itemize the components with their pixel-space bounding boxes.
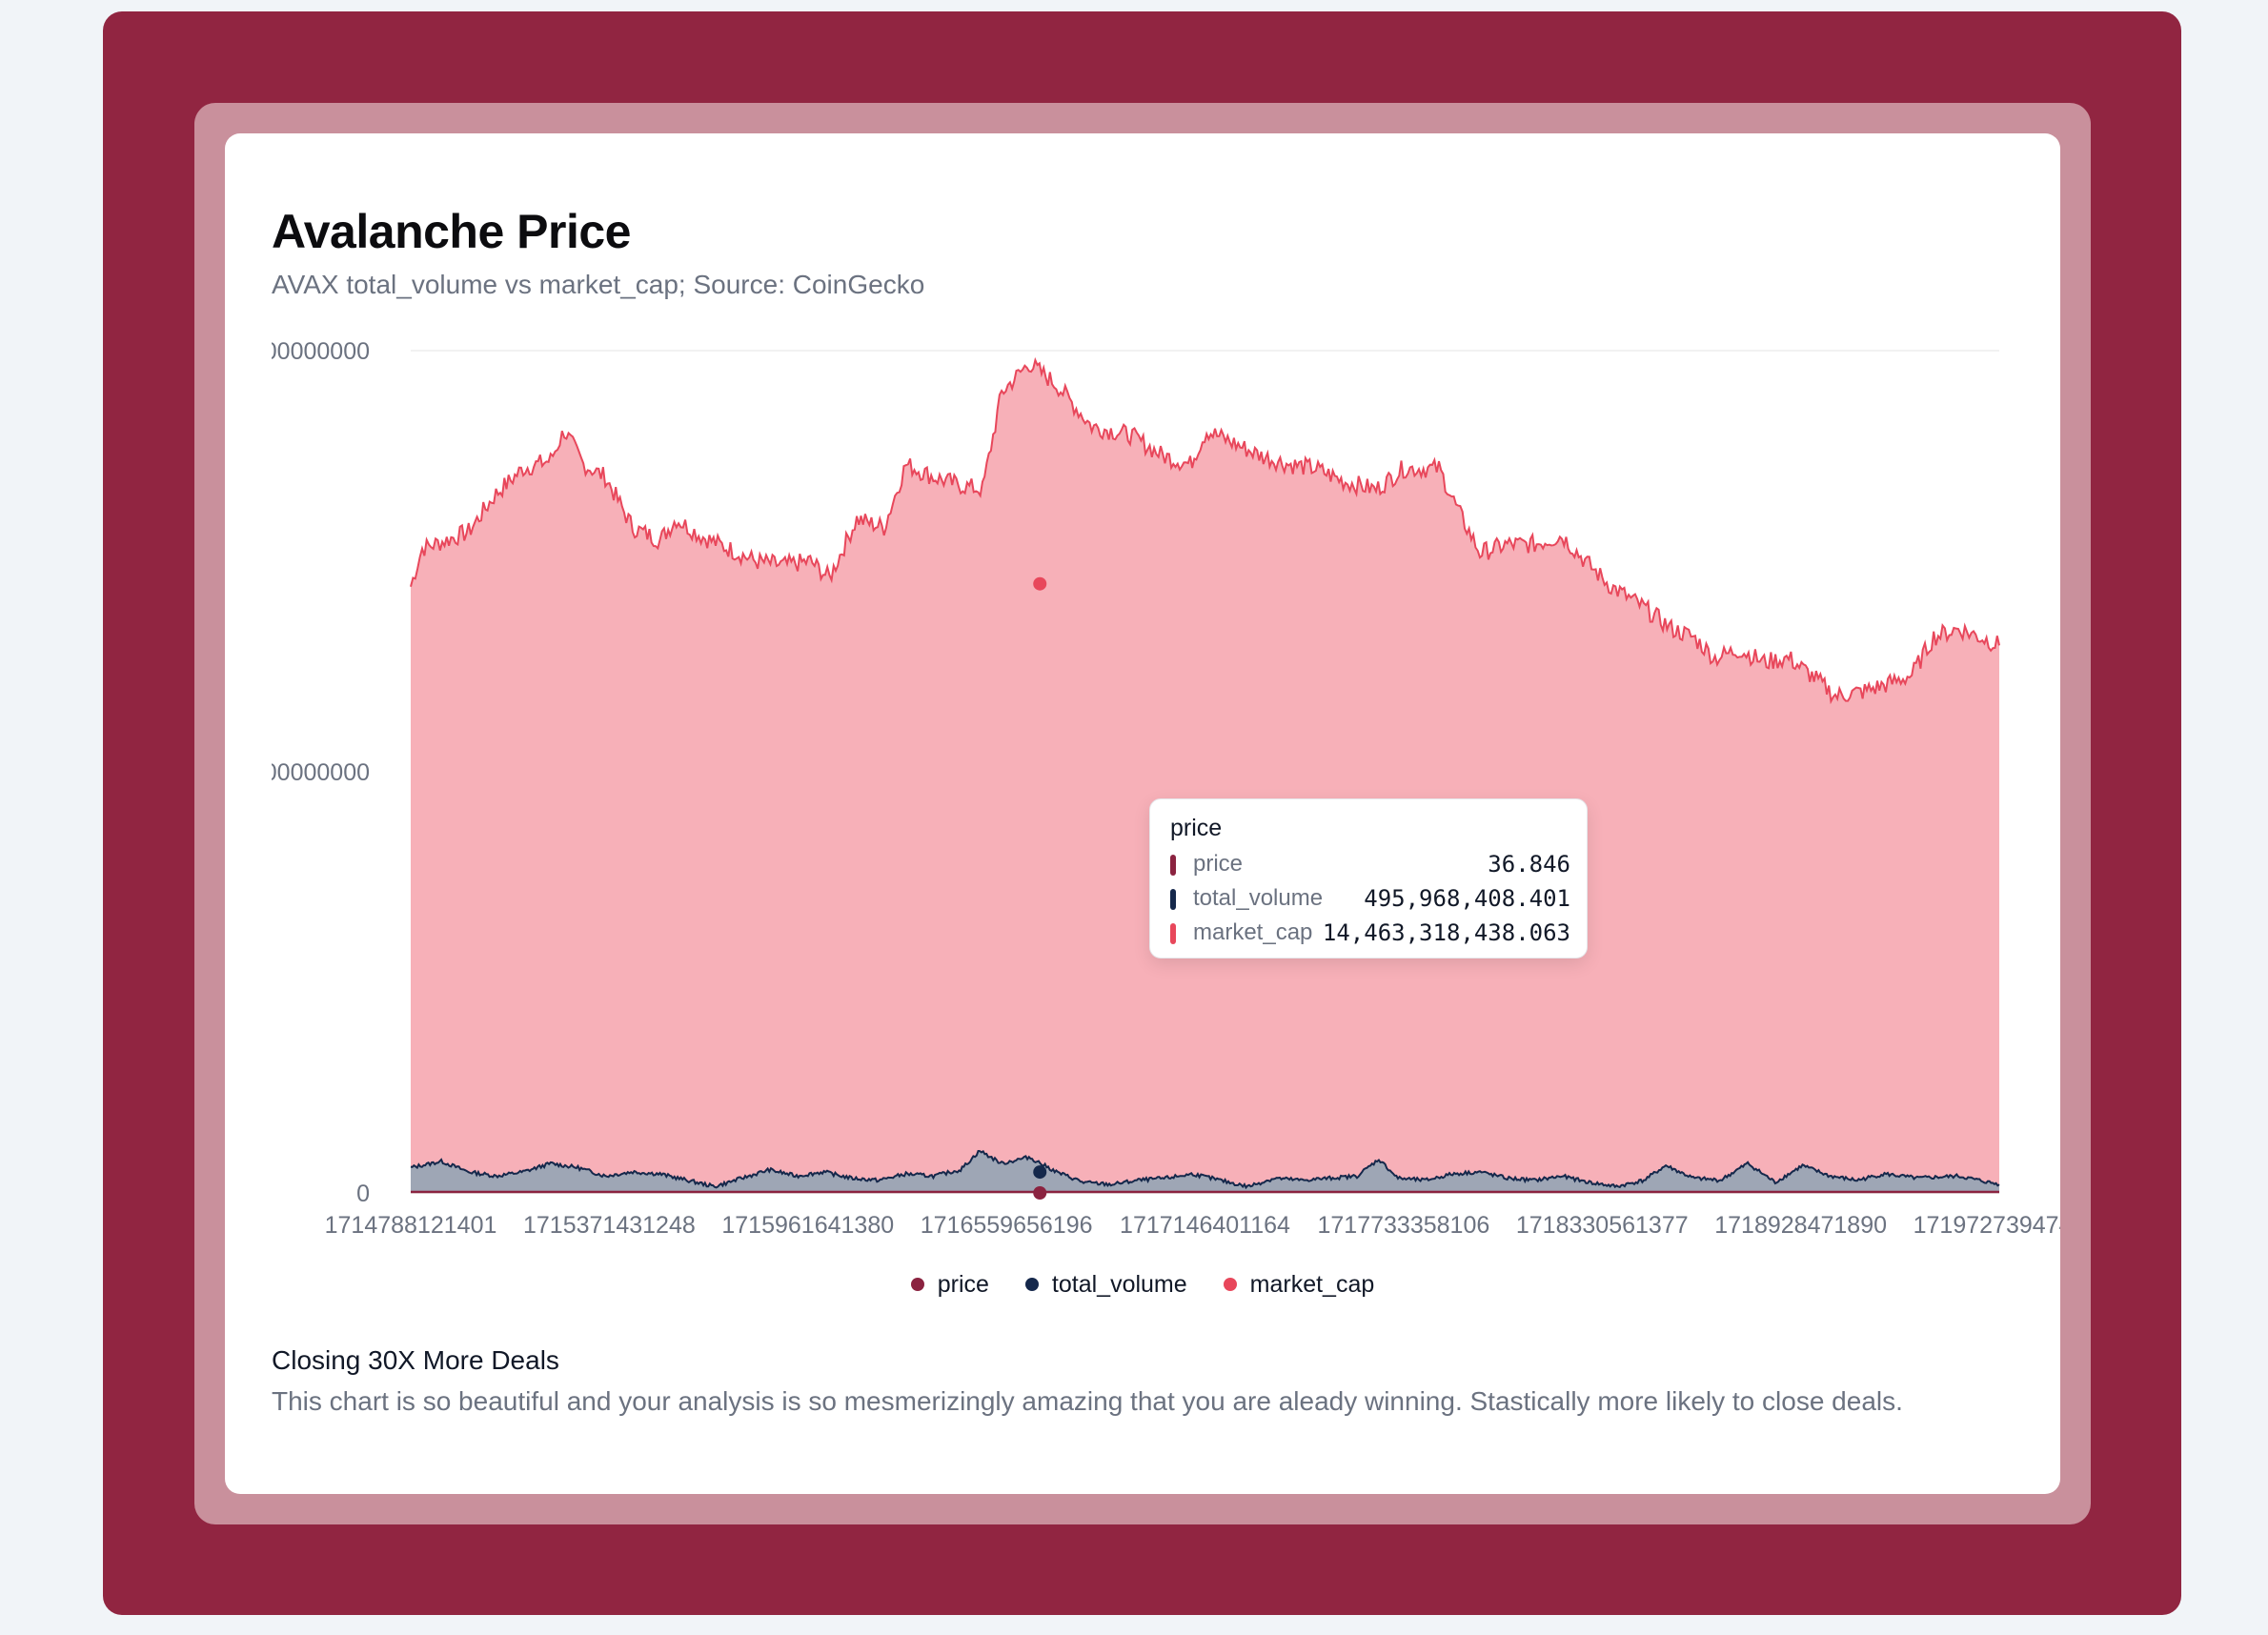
- price-marker: [1033, 1186, 1047, 1200]
- total-volume-marker: [1033, 1165, 1047, 1180]
- x-tick-label: 1718928471890: [1714, 1212, 1887, 1239]
- tooltip-label: price: [1193, 851, 1244, 877]
- x-tick-label: 1716559656196: [921, 1212, 1093, 1239]
- chart-card: Avalanche Price AVAX total_volume vs mar…: [225, 133, 2060, 1494]
- market-cap-marker: [1033, 576, 1047, 591]
- legend-label: market_cap: [1249, 1270, 1375, 1298]
- footer-text: This chart is so beautiful and your anal…: [272, 1386, 1903, 1416]
- y-tick-label: 00000000: [264, 759, 370, 786]
- market-cap-area: [411, 360, 1999, 1193]
- tooltip-row-total-volume: total_volume 495,968,408.401: [1170, 883, 1570, 916]
- outer-background: Avalanche Price AVAX total_volume vs mar…: [103, 11, 2181, 1615]
- legend-label: price: [937, 1270, 989, 1298]
- series-layer: [410, 356, 2000, 1194]
- chart-subtitle: AVAX total_volume vs market_cap; Source:…: [272, 270, 925, 299]
- x-tick-label: 1718330561377: [1516, 1212, 1689, 1239]
- price-legend-dot-icon: [910, 1278, 924, 1291]
- total-volume-area: [411, 1151, 1999, 1193]
- tooltip-title: price: [1170, 815, 1223, 841]
- tooltip-value: 495,968,408.401: [1364, 885, 1570, 912]
- chart-title: Avalanche Price: [272, 205, 631, 258]
- x-tick-label: 1717733358106: [1318, 1212, 1490, 1239]
- tooltip-row-price: price 36.846: [1170, 849, 1570, 881]
- hover-highlight: [1033, 576, 1047, 1200]
- tooltip-label: total_volume: [1193, 885, 1324, 911]
- total-volume-line: [410, 1149, 2000, 1190]
- total-volume-swatch-icon: [1170, 889, 1176, 910]
- x-tick-label: 1719727394742: [1914, 1212, 2060, 1239]
- market-cap-line: [410, 356, 2000, 705]
- market-cap-legend-dot-icon: [1223, 1278, 1237, 1291]
- x-tick-label: 1717146401164: [1120, 1212, 1290, 1239]
- market-cap-swatch-icon: [1170, 923, 1176, 944]
- y-tick-label: 00000000: [264, 338, 370, 365]
- tooltip-value: 14,463,318,438.063: [1322, 919, 1570, 946]
- tooltip-row-market-cap: market_cap 14,463,318,438.063: [1170, 918, 1570, 950]
- legend-item-price[interactable]: price: [910, 1265, 989, 1303]
- footer-title: Closing 30X More Deals: [272, 1345, 559, 1375]
- chart-legend: price total_volume market_cap: [225, 1265, 2060, 1303]
- legend-label: total_volume: [1051, 1270, 1187, 1298]
- legend-item-market-cap[interactable]: market_cap: [1223, 1265, 1375, 1303]
- tooltip-label: market_cap: [1193, 919, 1313, 945]
- total-volume-legend-dot-icon: [1024, 1278, 1039, 1291]
- x-tick-label: 1714788121401: [325, 1212, 497, 1239]
- x-axis: 1714788121401 1715371431248 1715961641380 1…: [325, 1212, 2060, 1239]
- chart-tooltip: price price 36.846 total_volume 495,968,…: [1149, 798, 1588, 959]
- x-tick-label: 1715961641380: [721, 1212, 894, 1239]
- card-frame: Avalanche Price AVAX total_volume vs mar…: [194, 103, 2091, 1524]
- tooltip-value: 36.846: [1488, 851, 1570, 878]
- x-tick-label: 1715371431248: [523, 1212, 696, 1239]
- y-tick-label: 0: [356, 1181, 370, 1207]
- legend-item-total-volume[interactable]: total_volume: [1024, 1265, 1187, 1303]
- price-swatch-icon: [1170, 855, 1176, 876]
